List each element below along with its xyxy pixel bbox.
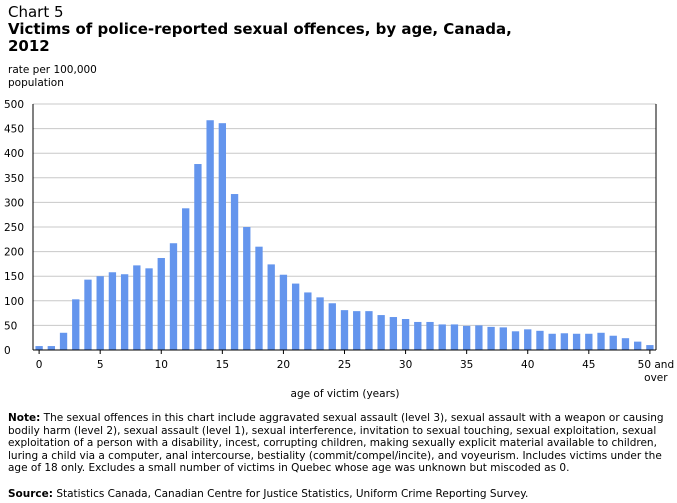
bar xyxy=(536,330,544,350)
y-axis-title: rate per 100,000 population xyxy=(8,64,118,90)
bar xyxy=(585,333,593,350)
bar xyxy=(401,319,410,350)
bar xyxy=(243,227,251,350)
note-label: Note: xyxy=(8,412,41,424)
bar xyxy=(414,321,422,350)
y-tick-label: 200 xyxy=(4,247,24,259)
bar xyxy=(59,332,68,350)
chart-source: Source: Statistics Canada, Canadian Cent… xyxy=(8,488,528,500)
bar xyxy=(120,274,129,350)
chart-number: Chart 5 xyxy=(8,3,64,21)
bar xyxy=(365,311,373,350)
x-axis-title: age of victim (years) xyxy=(290,388,400,400)
y-axis-title-line-1: rate per 100,000 xyxy=(8,64,97,76)
chart-note: Note: The sexual offences in this chart … xyxy=(8,412,670,475)
chart-title-line-2: 2012 xyxy=(8,37,50,55)
y-tick-label: 100 xyxy=(4,296,24,308)
bar xyxy=(621,338,630,350)
bar xyxy=(548,333,556,350)
x-tick-label: 20 xyxy=(277,359,290,371)
y-tick-label: 400 xyxy=(4,148,24,160)
bar xyxy=(426,321,434,350)
bar xyxy=(169,243,178,350)
bar xyxy=(572,333,581,350)
x-tick-label: 40 xyxy=(521,359,534,371)
bar xyxy=(499,327,507,350)
bar xyxy=(267,264,275,350)
y-tick-label: 500 xyxy=(4,99,24,111)
y-tick-label: 50 xyxy=(4,320,17,332)
bar xyxy=(279,274,288,350)
x-tick-label: 5 xyxy=(97,359,104,371)
bar xyxy=(340,310,349,350)
bar xyxy=(462,325,471,350)
bar xyxy=(353,311,361,350)
bar xyxy=(230,194,239,350)
bar xyxy=(255,246,263,350)
y-tick-label: 150 xyxy=(4,271,24,283)
source-text: Statistics Canada, Canadian Centre for J… xyxy=(52,488,529,500)
bar xyxy=(634,341,642,350)
bar xyxy=(47,346,55,350)
y-tick-label: 450 xyxy=(4,124,24,136)
bar xyxy=(108,272,117,350)
bar xyxy=(84,279,92,350)
bar xyxy=(328,303,336,350)
bar xyxy=(145,268,153,350)
y-tick-label: 250 xyxy=(4,222,24,234)
bar xyxy=(182,208,190,350)
y-tick-label: 350 xyxy=(4,173,24,185)
bar xyxy=(389,317,398,350)
x-tick-label: 50 and xyxy=(638,359,674,371)
bar xyxy=(218,123,227,350)
x-tick-label: 35 xyxy=(460,359,473,371)
bar xyxy=(377,315,385,350)
note-text: The sexual offences in this chart includ… xyxy=(8,412,664,475)
chart-title-line-1: Victims of police-reported sexual offenc… xyxy=(8,20,512,38)
bar xyxy=(646,345,654,350)
x-tick-label: over xyxy=(644,372,668,384)
x-tick-label: 45 xyxy=(582,359,595,371)
source-label: Source: xyxy=(8,488,53,500)
y-tick-label: 0 xyxy=(4,345,11,357)
bar xyxy=(487,326,495,350)
bar xyxy=(450,324,459,350)
bar xyxy=(72,299,80,350)
x-tick-label: 10 xyxy=(155,359,168,371)
bar xyxy=(524,329,532,350)
chart-title: Chart 5 Victims of police-reported sexua… xyxy=(8,4,512,55)
bar xyxy=(597,332,605,350)
bar xyxy=(438,324,446,350)
bar xyxy=(609,335,617,350)
y-tick-label: 300 xyxy=(4,197,24,209)
bar xyxy=(133,265,141,350)
x-tick-label: 25 xyxy=(338,359,351,371)
bar xyxy=(96,276,104,350)
y-axis-title-line-2: population xyxy=(8,77,64,89)
bar xyxy=(316,297,324,350)
bar xyxy=(511,331,520,350)
bar xyxy=(304,292,312,350)
bar xyxy=(560,333,569,350)
bar xyxy=(291,283,300,350)
bar xyxy=(157,257,165,350)
x-tick-label: 15 xyxy=(216,359,229,371)
x-tick-label: 0 xyxy=(36,359,43,371)
bar xyxy=(475,325,483,350)
bar xyxy=(206,120,214,351)
bar xyxy=(194,164,202,350)
x-tick-label: 30 xyxy=(399,359,412,371)
bar xyxy=(35,346,43,350)
